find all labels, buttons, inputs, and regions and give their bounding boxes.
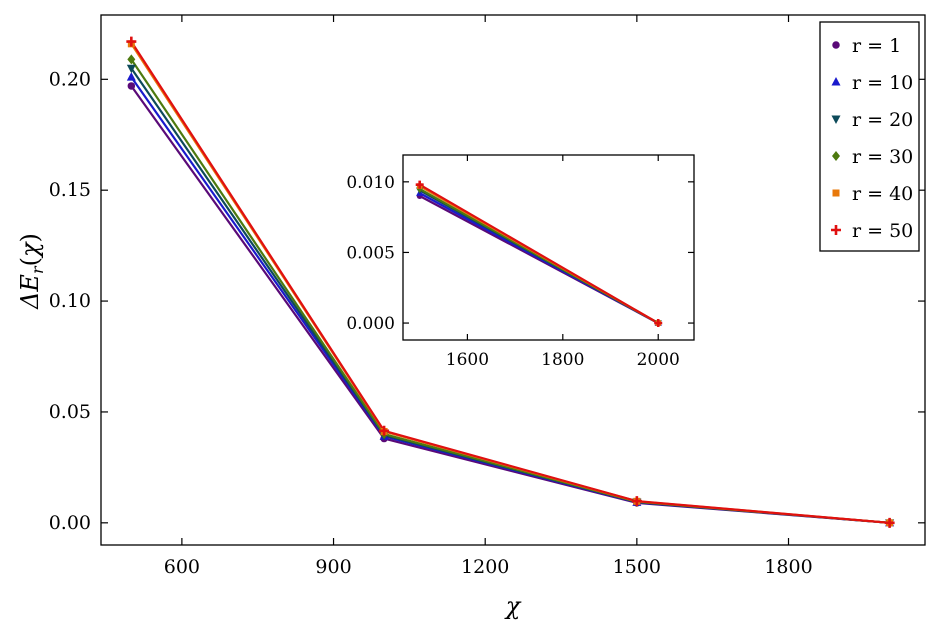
x-tick-label: 1500 xyxy=(613,556,661,578)
legend-entry-3: r = 20 xyxy=(852,109,913,131)
plot-frame xyxy=(100,14,926,546)
x-axis-label: χ xyxy=(504,592,522,620)
data-point-3 xyxy=(126,64,136,74)
data-point-6 xyxy=(415,180,424,189)
legend: r = 1 r = 10 r = 20 r = 30 r = 40 r = 50 xyxy=(819,21,920,252)
y-tick-label: 0.010 xyxy=(346,173,395,193)
legend-entry-1: r = 1 xyxy=(852,35,901,57)
data-point-6 xyxy=(654,319,663,328)
y-axis-label: ΔEr(χ) xyxy=(16,233,47,310)
main-plot-area: 600 900 1200 1500 1800 0.00 0.05 0.10 0.15 0.20 xyxy=(49,14,926,578)
series-line-6 xyxy=(130,41,890,524)
data-point-6 xyxy=(126,36,137,47)
inset-plot-area: 1600 1800 2000 0.000 0.005 0.010 xyxy=(346,154,695,370)
legend-marker-4 xyxy=(832,151,840,161)
data-point-4 xyxy=(127,54,136,65)
legend-entry-6: r = 50 xyxy=(852,220,913,242)
y-tick-label: 0.00 xyxy=(49,512,91,534)
y-tick-label: 0.10 xyxy=(49,290,91,312)
legend-entry-5: r = 40 xyxy=(852,183,913,205)
y-tick-label: 0.15 xyxy=(49,179,91,201)
y-tick-label: 0.005 xyxy=(346,243,395,263)
legend-marker-3 xyxy=(831,115,841,124)
y-tick-label: 0.05 xyxy=(49,401,91,423)
series-line-6 xyxy=(419,183,659,325)
legend-marker-6 xyxy=(831,225,841,235)
x-tick-label: 2000 xyxy=(637,350,680,370)
data-point-6 xyxy=(631,496,642,507)
data-point-6 xyxy=(884,517,895,528)
x-tick-label: 900 xyxy=(315,556,351,578)
x-tick-label: 1200 xyxy=(461,556,509,578)
x-tick-label: 1800 xyxy=(541,350,584,370)
data-point-1 xyxy=(127,82,136,90)
legend-frame xyxy=(819,21,920,252)
data-point-2 xyxy=(126,72,136,81)
plot-frame xyxy=(402,154,695,341)
y-tick-label: 0.000 xyxy=(346,314,395,334)
y-tick-label: 0.20 xyxy=(49,68,91,90)
x-tick-label: 600 xyxy=(164,556,200,578)
x-tick-label: 1600 xyxy=(446,350,489,370)
x-tick-label: 1800 xyxy=(764,556,812,578)
inset-background xyxy=(403,155,694,340)
legend-marker-2 xyxy=(831,77,841,86)
legend-marker-5 xyxy=(832,189,840,197)
legend-marker-1 xyxy=(832,41,840,49)
legend-entry-4: r = 30 xyxy=(852,146,913,168)
data-point-6 xyxy=(379,425,390,436)
legend-entry-2: r = 10 xyxy=(852,72,913,94)
